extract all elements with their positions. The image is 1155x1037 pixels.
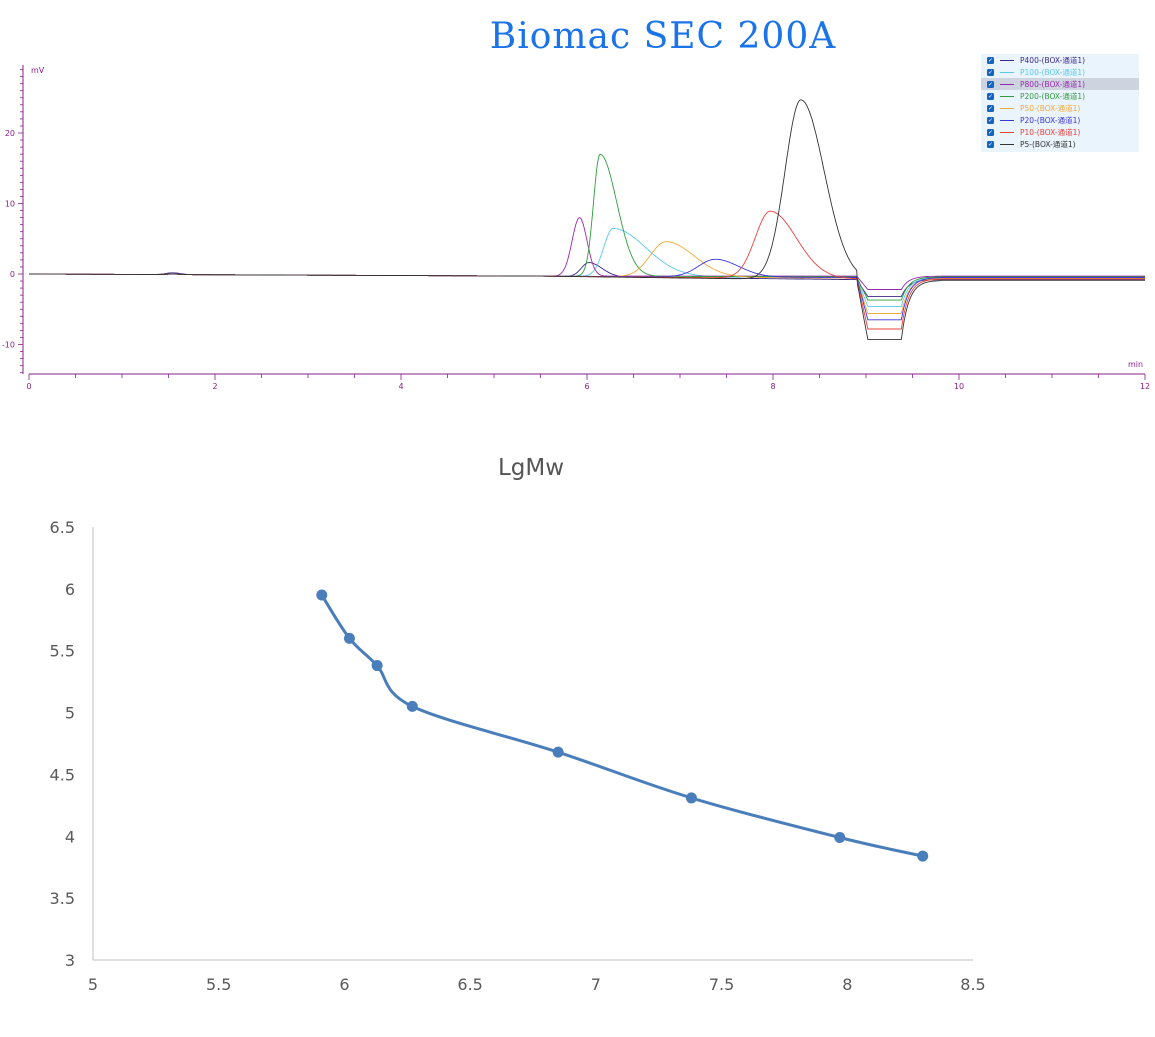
- y-tick-label: 3: [65, 951, 75, 970]
- legend-label: P800-(BOX-通道1): [1020, 79, 1086, 89]
- calibration-line: [320, 594, 924, 858]
- checkbox-icon[interactable]: ✓: [987, 116, 994, 124]
- legend-line-swatch: [1000, 131, 1014, 133]
- x-unit-label: min: [1128, 360, 1143, 369]
- series-line-p20: [29, 258, 1145, 321]
- legend-item[interactable]: ✓ P10-(BOX-通道1): [981, 126, 1139, 138]
- data-point: [343, 632, 355, 644]
- x-tick-label: 6: [339, 975, 349, 994]
- chromatogram-axes: -10 0 10 20 0 2 4 6 8 10 12: [2, 65, 1150, 391]
- series-line-p400: [29, 262, 1145, 298]
- legend-line-swatch: [1000, 83, 1014, 85]
- x-tick-label: 12: [1140, 382, 1150, 391]
- checkbox-icon[interactable]: ✓: [987, 140, 994, 148]
- y-tick-label: 4.5: [50, 765, 75, 784]
- legend-line-swatch: [1000, 59, 1014, 61]
- data-point: [917, 850, 929, 862]
- checkbox-icon[interactable]: ✓: [987, 80, 994, 88]
- data-point: [406, 700, 418, 712]
- legend-item[interactable]: ✓ P5-(BOX-通道1): [981, 138, 1139, 150]
- x-tick-label: 7.5: [709, 975, 734, 994]
- y-tick-label: 6: [65, 580, 75, 599]
- legend-label: P50-(BOX-通道1): [1020, 103, 1081, 113]
- x-tick-label: 5.5: [206, 975, 231, 994]
- legend-line-swatch: [1000, 71, 1014, 73]
- legend-line-swatch: [1000, 143, 1014, 145]
- legend-item[interactable]: ✓ P50-(BOX-通道1): [981, 102, 1139, 114]
- legend-label: P200-(BOX-通道1): [1020, 91, 1086, 101]
- legend-item[interactable]: ✓ P400-(BOX-通道1): [981, 54, 1139, 66]
- checkbox-icon[interactable]: ✓: [987, 128, 994, 136]
- legend-item[interactable]: ✓ P800-(BOX-通道1): [981, 78, 1139, 90]
- data-point: [552, 746, 564, 758]
- y-tick-label: 10: [5, 200, 15, 209]
- data-point: [834, 832, 846, 844]
- checkbox-icon[interactable]: ✓: [987, 104, 994, 112]
- y-tick-label: 20: [5, 129, 15, 138]
- data-point: [371, 660, 383, 672]
- calibration-series: [316, 589, 929, 862]
- legend-label: P5-(BOX-通道1): [1020, 139, 1076, 149]
- y-tick-label: 3.5: [50, 889, 75, 908]
- series-line-p5: [29, 99, 1145, 341]
- calibration-axes: 3 3.5 4 4.5 5 5.5 6 6.5 5 5.5 6 6.5 7 7.5 8 8.5: [50, 518, 986, 994]
- y-tick-label: -10: [2, 341, 15, 350]
- y-tick-label: 6.5: [50, 518, 75, 537]
- checkbox-icon[interactable]: ✓: [987, 68, 994, 76]
- x-tick-label: 5: [88, 975, 98, 994]
- y-tick-label: 4: [65, 827, 75, 846]
- legend-label: P10-(BOX-通道1): [1020, 127, 1081, 137]
- chromatogram-chart: -10 0 10 20 0 2 4 6 8 10 12 mV min: [2, 65, 1150, 391]
- legend-line-swatch: [1000, 107, 1014, 109]
- x-tick-label: 7: [591, 975, 601, 994]
- x-tick-label: 0: [26, 382, 31, 391]
- y-tick-label: 5: [65, 704, 75, 723]
- legend-item[interactable]: ✓ P100-(BOX-通道1): [981, 66, 1139, 78]
- legend-item[interactable]: ✓ P20-(BOX-通道1): [981, 114, 1139, 126]
- calibration-chart: 3 3.5 4 4.5 5 5.5 6 6.5 5 5.5 6 6.5 7 7.5 8 8.5: [50, 518, 986, 994]
- legend-label: P20-(BOX-通道1): [1020, 115, 1081, 125]
- x-tick-label: 6.5: [457, 975, 482, 994]
- page-title: Biomac SEC 200A: [489, 16, 837, 57]
- x-tick-label: 8: [770, 382, 775, 391]
- checkbox-icon[interactable]: ✓: [987, 92, 994, 100]
- y-unit-label: mV: [31, 66, 45, 75]
- legend-label: P100-(BOX-通道1): [1020, 67, 1086, 77]
- x-tick-label: 10: [954, 382, 964, 391]
- series-line-p10: [29, 210, 1145, 330]
- legend-label: P400-(BOX-通道1): [1020, 55, 1086, 65]
- x-tick-label: 2: [212, 382, 217, 391]
- checkbox-icon[interactable]: ✓: [987, 56, 994, 64]
- chromatogram-legend: ✓ P400-(BOX-通道1) ✓ P100-(BOX-通道1) ✓ P800-(BOX…: [981, 54, 1139, 152]
- x-tick-label: 6: [584, 382, 589, 391]
- x-tick-label: 8.5: [960, 975, 985, 994]
- chromatogram-series: [29, 99, 1145, 341]
- legend-line-swatch: [1000, 119, 1014, 121]
- legend-line-swatch: [1000, 95, 1014, 97]
- y-tick-label: 5.5: [50, 642, 75, 661]
- y-tick-label: 0: [10, 270, 15, 279]
- x-tick-label: 8: [842, 975, 852, 994]
- data-point: [685, 792, 697, 804]
- legend-item[interactable]: ✓ P200-(BOX-通道1): [981, 90, 1139, 102]
- calibration-chart-title: LgMw: [497, 455, 565, 481]
- x-tick-label: 4: [398, 382, 403, 391]
- data-point: [316, 589, 328, 601]
